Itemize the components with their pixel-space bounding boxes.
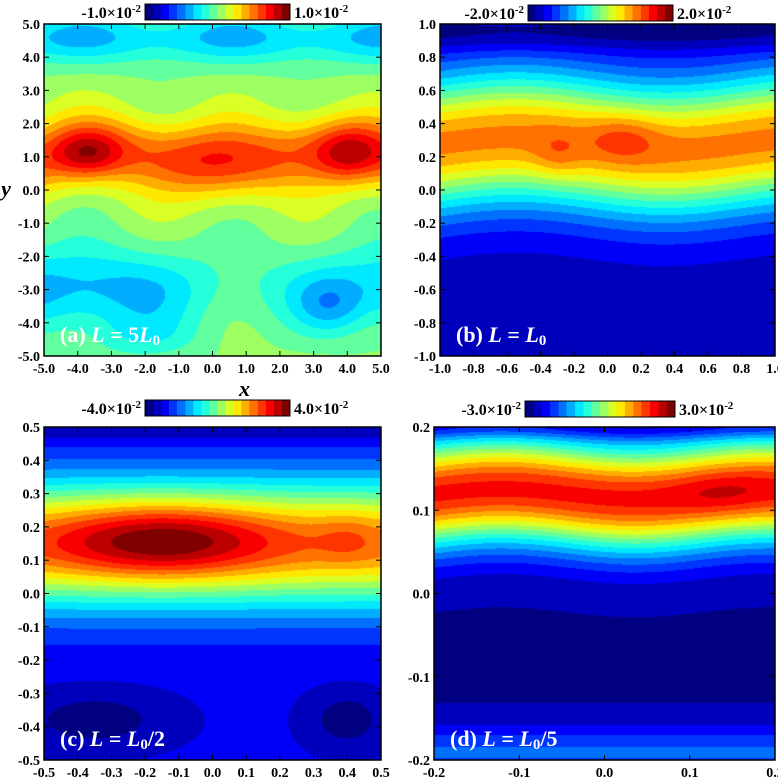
colorbar-min-label: -1.0×10-2 [81,3,141,22]
y-tick-label: 5.0 [23,18,41,33]
y-tick-label: -4.0 [18,317,40,332]
y-tick-label: 0.0 [23,588,41,603]
colorbar [144,3,291,21]
x-tick-label: 4.0 [339,362,357,377]
y-tick-label: -0.3 [18,687,40,702]
x-tick-label: 0.3 [305,766,323,781]
y-tick-label: -0.6 [414,284,436,299]
y-tick-label: 0.1 [23,554,41,569]
heatmap-1 [440,24,775,356]
y-axis-label: y [0,176,11,201]
x-tick-label: -4.0 [67,362,89,377]
x-tick-label: -0.6 [496,362,518,377]
y-tick-label: 0.6 [419,84,437,99]
x-tick-label: -3.0 [100,362,122,377]
colorbar-max-label: 2.0×10-2 [677,4,732,23]
y-tick-label: 0.2 [23,521,41,536]
y-tick-label: 2.0 [23,118,41,133]
x-tick-label: 0.4 [666,362,684,377]
panel-label: (c) L = L0/2 [60,726,165,753]
x-tick-label: -0.4 [67,766,89,781]
x-tick-label: 0.5 [372,766,390,781]
y-tick-label: -0.4 [414,250,436,265]
x-tick-label: -0.2 [563,362,585,377]
colorbar-min-label: -3.0×10-2 [461,400,521,419]
x-tick-label: 0.0 [204,362,222,377]
panel-label: (a) L = 5L0 [60,322,160,349]
x-tick-label: -0.8 [462,362,484,377]
y-tick-label: 3.0 [23,84,41,99]
y-tick-label: 1.0 [23,151,41,166]
y-tick-label: 0.2 [413,421,431,436]
x-tick-label: 0.0 [204,766,222,781]
x-tick-label: 0.2 [632,362,650,377]
x-tick-label: -0.5 [33,766,55,781]
y-tick-label: -5.0 [18,350,40,365]
heatmap-3 [434,427,775,760]
y-tick-label: -0.5 [18,754,40,769]
y-tick-label: 1.0 [419,18,437,33]
x-tick-label: -0.2 [134,766,156,781]
x-tick-label: 0.0 [596,766,614,781]
x-tick-label: -0.1 [168,766,190,781]
x-tick-label: -0.1 [508,766,530,781]
x-tick-label: 0.4 [339,766,357,781]
x-tick-label: -0.3 [100,766,122,781]
y-tick-label: 0.0 [23,184,41,199]
x-tick-label: 0.1 [237,766,255,781]
colorbar [524,400,676,418]
x-tick-label: -5.0 [33,362,55,377]
y-tick-label: 0.5 [23,421,41,436]
y-tick-label: -3.0 [18,284,40,299]
y-tick-label: 0.4 [419,118,437,133]
colorbar-min-label: -2.0×10-2 [464,4,524,23]
x-tick-label: 1.0 [237,362,255,377]
y-tick-label: 0.1 [413,504,431,519]
panel-label: (b) L = L0 [456,322,546,349]
x-tick-label: -0.4 [529,362,551,377]
colorbar-min-label: -4.0×10-2 [81,399,141,418]
y-tick-label: 0.0 [413,588,431,603]
x-tick-label: 3.0 [305,362,323,377]
heatmap-2 [44,427,381,760]
x-tick-label: 5.0 [372,362,390,377]
y-tick-label: 0.0 [419,184,437,199]
y-tick-label: -0.1 [18,621,40,636]
x-tick-label: 1.0 [766,362,778,377]
colorbar-max-label: 4.0×10-2 [294,399,349,418]
y-tick-label: 0.2 [419,151,437,166]
x-tick-label: 0.0 [599,362,617,377]
y-tick-label: -0.1 [408,671,430,686]
x-axis-label: x [238,376,250,401]
colorbar [527,4,674,22]
y-tick-label: -2.0 [18,250,40,265]
y-tick-label: 0.4 [23,454,41,469]
y-tick-label: -0.8 [414,317,436,332]
y-tick-label: 0.8 [419,51,437,66]
colorbar-max-label: 3.0×10-2 [679,400,734,419]
y-tick-label: -0.4 [18,721,40,736]
colorbar [144,399,291,417]
x-tick-label: -0.2 [423,766,445,781]
y-tick-label: 0.3 [23,488,41,503]
y-tick-label: -1.0 [18,217,40,232]
panel-label: (d) L = L0/5 [450,726,557,753]
x-tick-label: 0.6 [699,362,717,377]
heatmap-0 [44,24,381,356]
x-tick-label: 0.2 [271,766,289,781]
y-tick-label: -1.0 [414,350,436,365]
x-tick-label: -2.0 [134,362,156,377]
colorbar-max-label: 1.0×10-2 [294,3,349,22]
x-tick-label: 2.0 [271,362,289,377]
x-tick-label: 0.2 [766,766,778,781]
y-tick-label: -0.2 [18,654,40,669]
x-tick-label: -1.0 [168,362,190,377]
x-tick-label: 0.8 [733,362,751,377]
y-tick-label: -0.2 [414,217,436,232]
x-tick-label: -1.0 [429,362,451,377]
y-tick-label: -0.2 [408,754,430,769]
x-tick-label: 0.1 [681,766,699,781]
y-tick-label: 4.0 [23,51,41,66]
